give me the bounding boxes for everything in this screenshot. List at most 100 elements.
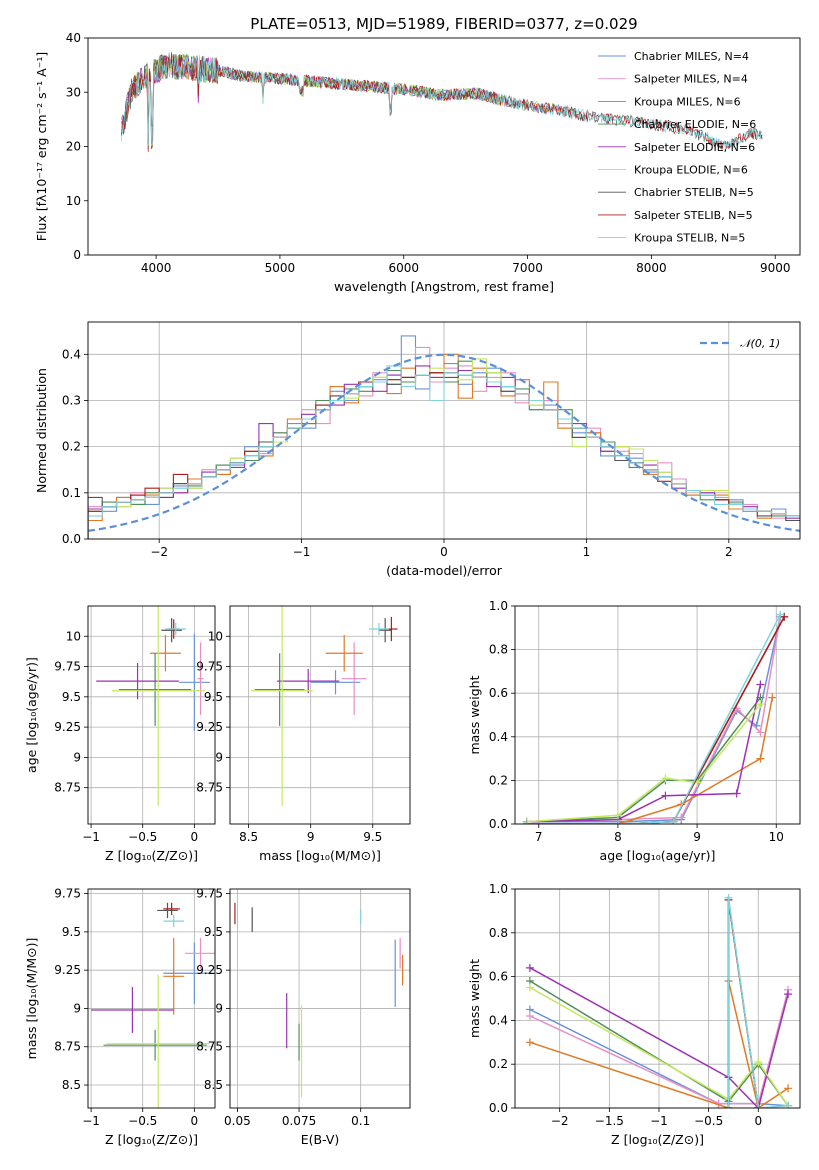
x-tick-label: 0	[440, 545, 448, 559]
x-tick-label: −0.5	[128, 1114, 157, 1128]
axes-frame	[514, 888, 801, 1109]
x-tick-label: 8	[614, 830, 622, 844]
x-tick-label: 7000	[512, 261, 543, 275]
legend-label: Chabrier STELIB, N=5	[634, 186, 754, 199]
chart-residuals: −2 −1 0 1 2 0.0 0.1 0.2 0.3 0.4 (data-model)/error…	[34, 321, 801, 578]
y-tick-label: 1.0	[489, 599, 508, 613]
chart-age-weight: 7 8 9 10 0.0 0.2 0.4 0.6 0.8 1.0 age [log₁₀(age/yr…	[467, 599, 801, 863]
weight-marker	[754, 1058, 763, 1067]
x-tick-label: 4000	[141, 261, 172, 275]
x-tick-label: 9	[693, 830, 701, 844]
weight-marker	[677, 813, 686, 822]
y-tick-label: 8.75	[196, 1040, 223, 1054]
x-tick-label: −0.5	[694, 1114, 723, 1128]
spectrum-line	[121, 54, 763, 152]
x-tick-label: 0	[191, 1114, 199, 1128]
y-tick-label: 0.4	[62, 347, 81, 361]
weight-line	[526, 684, 762, 823]
y-tick-label: 9.5	[62, 690, 81, 704]
chart-mass-age: 8.5 9 9.5 8.75 9 9.25 9.5 9.75 10 mass [log₁₀(M/M…	[196, 605, 411, 863]
x-tick-label: −0.5	[128, 830, 157, 844]
weight-line	[526, 616, 781, 823]
weight-line	[526, 616, 785, 824]
y-axis-label: Normed distribution	[34, 368, 49, 493]
axes-frame	[87, 321, 801, 540]
y-tick-label: 9.25	[196, 963, 223, 977]
legend-label: Kroupa ELODIE, N=6	[634, 164, 748, 177]
y-tick-label: 9	[215, 750, 223, 764]
y-tick-label: 0.8	[489, 926, 508, 940]
y-axis-label: mass weight	[467, 675, 482, 754]
weight-line	[529, 989, 789, 1105]
x-tick-label: 2	[725, 545, 733, 559]
weight-marker	[613, 811, 622, 820]
legend-label: Kroupa MILES, N=6	[634, 95, 741, 108]
x-tick-label: −1.5	[595, 1114, 624, 1128]
weight-line	[529, 986, 789, 1107]
y-tick-label: 9.25	[196, 720, 223, 734]
x-tick-label: −2	[150, 545, 168, 559]
y-tick-label: 8.75	[54, 1040, 81, 1054]
plot-area	[234, 902, 404, 1098]
weight-marker	[613, 820, 622, 824]
plot-area	[91, 902, 215, 1108]
y-tick-label: 0.3	[62, 393, 81, 407]
legend-label: Chabrier ELODIE, N=6	[634, 118, 756, 131]
x-axis-label: E(B-V)	[301, 1132, 340, 1147]
weight-marker	[754, 1104, 763, 1108]
legend-label: Salpeter STELIB, N=5	[634, 209, 753, 222]
x-tick-label: 9000	[760, 261, 791, 275]
x-tick-label: 8.5	[239, 830, 258, 844]
y-tick-label: 10	[66, 194, 81, 208]
axes-frame	[87, 37, 801, 256]
y-tick-label: 10	[66, 629, 81, 643]
legend-label: Salpeter MILES, N=4	[634, 73, 748, 86]
y-tick-label: 1.0	[489, 882, 508, 896]
weight-marker	[756, 728, 765, 737]
weight-marker	[776, 610, 785, 619]
weight-marker	[756, 680, 765, 689]
weight-marker	[784, 990, 793, 999]
weight-line	[526, 697, 761, 823]
y-tick-label: 0.0	[62, 532, 81, 546]
y-tick-label: 0.4	[489, 730, 508, 744]
weight-marker	[732, 789, 741, 798]
y-axis-label: age [log₁₀(age/yr)]	[24, 657, 39, 773]
y-tick-label: 8.5	[204, 1078, 223, 1092]
x-tick-label: 5000	[265, 261, 296, 275]
x-tick-label: −1	[650, 1114, 668, 1128]
y-tick-label: 9	[73, 750, 81, 764]
chart-z-mass: −1 −0.5 0 8.5 8.75 9 9.25 9.5 9.75 Z [log₁₀(Z/Z⊙)…	[24, 887, 216, 1147]
y-tick-label: 0.6	[489, 970, 508, 984]
weight-line	[526, 616, 781, 823]
histogram-step	[88, 365, 800, 539]
plot-area	[522, 610, 789, 824]
y-tick-label: 0	[73, 248, 81, 262]
x-tick-label: 0.075	[282, 1114, 316, 1128]
legend-label: Chabrier MILES, N=4	[634, 50, 749, 63]
chart-ebv-mass: 0.05 0.075 0.1 8.5 8.75 9 9.25 9.5 9.75 E(B-V)	[196, 887, 411, 1147]
y-tick-label: 9.75	[54, 660, 81, 674]
y-tick-label: 9	[73, 1001, 81, 1015]
axes-frame	[514, 605, 801, 825]
y-tick-label: 0.2	[489, 1057, 508, 1071]
y-tick-label: 9.5	[204, 925, 223, 939]
weight-marker	[522, 820, 531, 824]
y-tick-label: 9.75	[196, 660, 223, 674]
y-axis-label: mass [log₁₀(M/M⊙)]	[24, 938, 39, 1060]
x-tick-label: −1	[293, 545, 311, 559]
y-tick-label: 0.4	[489, 1013, 508, 1027]
weight-marker	[768, 693, 777, 702]
legend-label: 𝒩(0, 1)	[740, 337, 780, 350]
x-tick-label: 0	[754, 1114, 762, 1128]
y-tick-label: 10	[208, 629, 223, 643]
axes-frame	[229, 888, 411, 1109]
plot-area	[121, 52, 763, 152]
weight-marker	[525, 1038, 534, 1047]
axes-frame	[87, 888, 216, 1109]
x-tick-label: 6000	[388, 261, 419, 275]
plot-area	[251, 606, 398, 806]
x-tick-label: 10	[769, 830, 784, 844]
axes-frame	[229, 605, 411, 825]
weight-marker	[780, 612, 789, 621]
